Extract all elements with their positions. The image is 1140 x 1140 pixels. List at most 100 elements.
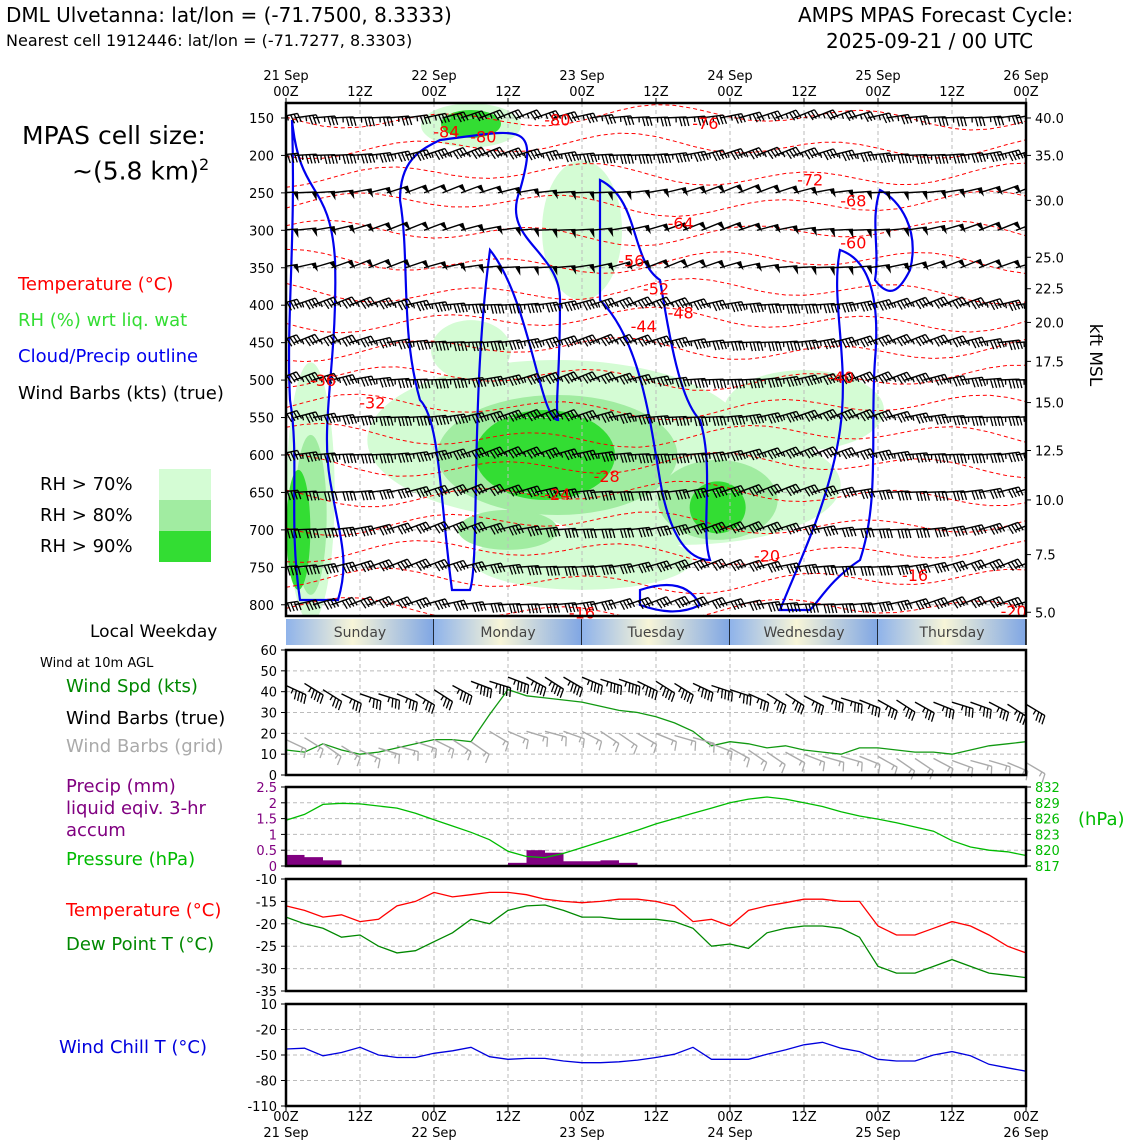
wind-barb bbox=[849, 150, 876, 163]
barb-flag bbox=[440, 486, 447, 495]
wind-barb bbox=[294, 451, 321, 463]
barb-flag bbox=[770, 449, 777, 459]
wind-panel-frame bbox=[284, 648, 1028, 777]
precip-bar bbox=[526, 850, 545, 866]
barb-flag bbox=[887, 707, 892, 717]
barb-half-flag bbox=[891, 765, 895, 771]
barb-staff bbox=[516, 525, 539, 531]
barb-staff bbox=[359, 749, 381, 760]
barb-staff bbox=[627, 373, 649, 381]
barb-half-flag bbox=[440, 695, 445, 701]
weekday-label: Wednesday bbox=[763, 625, 844, 641]
barb-staff bbox=[886, 333, 908, 344]
barb-flag bbox=[549, 566, 553, 576]
barb-flag bbox=[526, 488, 533, 498]
barb-half-flag bbox=[542, 736, 545, 742]
barb-staff bbox=[553, 527, 576, 531]
barb-flag bbox=[823, 304, 828, 314]
barb-flag bbox=[771, 378, 776, 388]
barb-staff bbox=[516, 565, 539, 569]
wind-barb bbox=[812, 266, 835, 276]
barb-half-flag bbox=[504, 152, 508, 158]
barb-flag bbox=[1034, 416, 1037, 425]
barb-flag bbox=[755, 561, 762, 570]
barb-staff bbox=[1015, 188, 1026, 194]
cycle-date: 2025-09-21 / 00 UTC bbox=[826, 29, 1034, 53]
barb-half-flag bbox=[650, 742, 655, 748]
barb-flag bbox=[305, 565, 310, 576]
barb-flag bbox=[397, 416, 402, 427]
barb-flag bbox=[434, 601, 440, 611]
barb-flag bbox=[341, 600, 348, 610]
barb-flag bbox=[398, 754, 401, 764]
precip-bar bbox=[323, 860, 342, 866]
barb-staff bbox=[415, 741, 437, 750]
barb-staff bbox=[497, 409, 519, 419]
barb-flag bbox=[678, 416, 683, 426]
barb-staff bbox=[849, 300, 872, 306]
barb-flag bbox=[926, 491, 930, 501]
barb-flag bbox=[496, 447, 503, 457]
barb-flag bbox=[838, 702, 841, 712]
barb-flag bbox=[944, 414, 950, 424]
barb-flag bbox=[304, 301, 311, 310]
barb-flag bbox=[959, 376, 965, 386]
barb-staff bbox=[423, 521, 445, 531]
barb-half-flag bbox=[356, 302, 360, 308]
barb-flag bbox=[897, 154, 902, 164]
wind-barb bbox=[423, 378, 449, 389]
barb-staff bbox=[470, 741, 490, 755]
wind-barb bbox=[553, 335, 580, 348]
barb-flag bbox=[999, 298, 1006, 308]
barb-flag bbox=[471, 487, 478, 497]
barb-staff bbox=[590, 411, 612, 419]
wind-barb bbox=[867, 371, 895, 384]
barb-flag bbox=[327, 564, 332, 574]
wind-barb bbox=[312, 490, 338, 502]
dewpoint-line bbox=[285, 904, 1027, 979]
barb-flag bbox=[943, 334, 950, 344]
barb-flag bbox=[555, 447, 562, 456]
barb-flag bbox=[742, 694, 745, 704]
barb-staff bbox=[849, 335, 871, 344]
barb-flag bbox=[434, 379, 439, 389]
wind-barb bbox=[571, 600, 598, 612]
barb-half-flag bbox=[522, 738, 526, 744]
barb-staff bbox=[904, 412, 927, 419]
barb-half-flag bbox=[653, 340, 656, 346]
barb-flag bbox=[582, 413, 589, 423]
barb-flag bbox=[411, 700, 415, 711]
barb-flag bbox=[471, 150, 478, 160]
barb-staff bbox=[386, 298, 409, 306]
barb-staff bbox=[460, 341, 484, 344]
wind-barb bbox=[997, 114, 1024, 125]
barb-staff bbox=[312, 452, 335, 456]
temperature-label: -80 bbox=[470, 128, 496, 147]
barb-staff bbox=[1015, 488, 1026, 494]
barb-flag bbox=[332, 296, 340, 306]
wind-barb-grid bbox=[840, 755, 863, 772]
barb-pennant bbox=[1032, 185, 1040, 193]
barb-staff bbox=[997, 299, 1020, 306]
barb-flag bbox=[762, 701, 767, 711]
barb-flag bbox=[445, 301, 450, 311]
barb-flag bbox=[919, 453, 924, 463]
barb-flag bbox=[304, 375, 311, 385]
barb-flag bbox=[925, 297, 932, 306]
barb-flag bbox=[634, 685, 638, 695]
barb-staff bbox=[479, 562, 502, 569]
barb-staff bbox=[941, 375, 964, 381]
barb-half-flag bbox=[486, 451, 490, 457]
barb-flag bbox=[530, 303, 535, 314]
barb-flag bbox=[704, 338, 709, 348]
wind-barb bbox=[286, 600, 302, 612]
barb-flag bbox=[497, 563, 502, 573]
wind-barb-grid bbox=[618, 732, 638, 755]
barb-staff bbox=[719, 378, 743, 381]
wind-barb bbox=[867, 409, 895, 423]
barb-flag bbox=[336, 756, 342, 766]
barb-flag bbox=[360, 491, 365, 501]
barb-flag bbox=[622, 299, 629, 308]
barb-flag bbox=[514, 485, 521, 495]
barb-flag bbox=[685, 377, 691, 387]
